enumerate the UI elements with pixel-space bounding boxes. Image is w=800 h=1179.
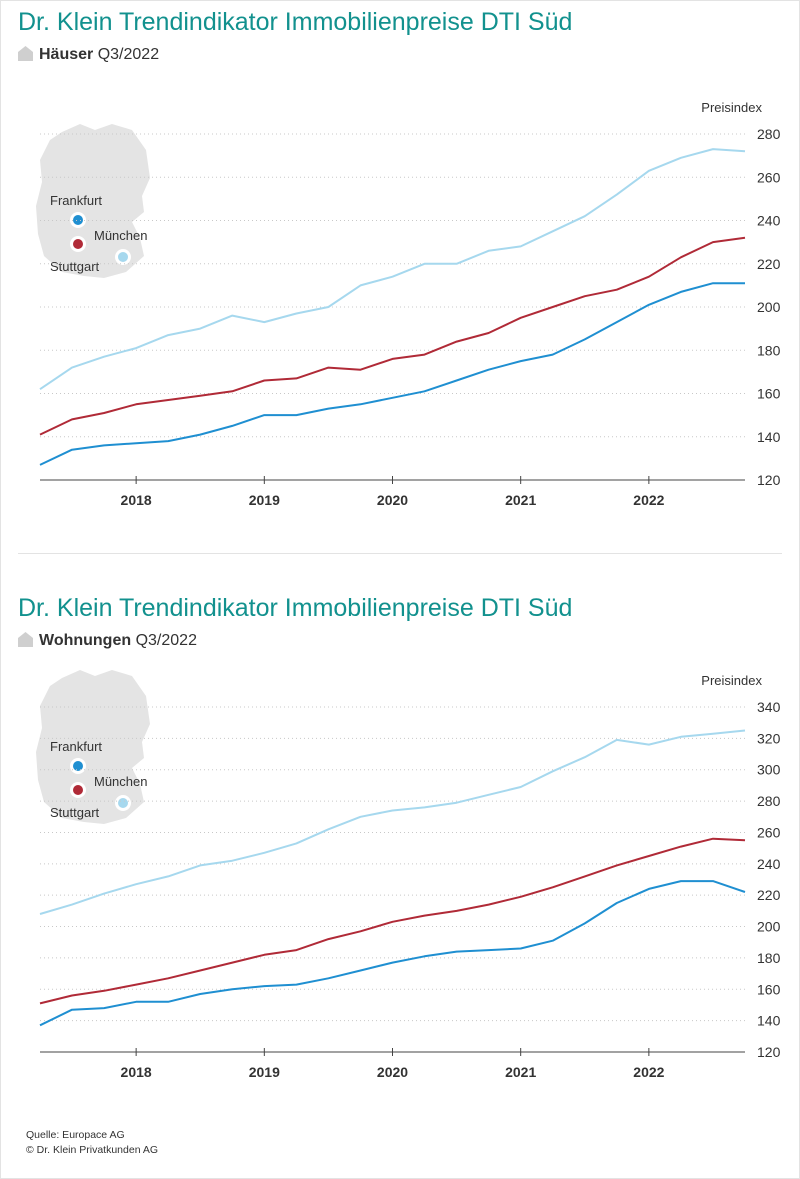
subtitle-category: Wohnungen xyxy=(39,632,132,649)
y-tick-label: 180 xyxy=(757,342,781,358)
subtitle-category: Häuser xyxy=(39,46,94,63)
x-tick-label: 2020 xyxy=(377,1064,408,1080)
y-tick-label: 220 xyxy=(757,887,781,903)
series-line-muenchen xyxy=(39,148,746,391)
frankfurt-marker xyxy=(73,761,83,771)
series-line-stuttgart xyxy=(39,837,746,1005)
x-tick-label: 2021 xyxy=(505,1064,536,1080)
chart-subtitle: Wohnungen Q3/2022 xyxy=(18,632,197,650)
subtitle-period: Q3/2022 xyxy=(135,632,197,649)
chart-subtitle: Häuser Q3/2022 xyxy=(18,46,159,64)
y-tick-label: 220 xyxy=(757,256,781,272)
stuttgart-marker xyxy=(73,239,83,249)
source-line: Quelle: Europace AG xyxy=(26,1129,125,1141)
y-axis-label: Preisindex xyxy=(701,673,762,688)
series-line-frankfurt xyxy=(39,880,746,1027)
y-tick-label: 300 xyxy=(757,762,781,778)
frankfurt-marker xyxy=(73,215,83,225)
chart-panel-wohnungen: Dr. Klein Trendindikator Immobilienpreis… xyxy=(0,586,800,1146)
muenchen-marker xyxy=(118,798,128,808)
chart-panel-haeuser: Dr. Klein Trendindikator Immobilienpreis… xyxy=(0,0,800,560)
y-tick-label: 240 xyxy=(757,856,781,872)
muenchen-marker xyxy=(118,252,128,262)
y-tick-label: 120 xyxy=(757,472,781,488)
line-chart-haeuser: Frankfurt München Stuttgart 120 140 160 180 200… xyxy=(36,100,781,508)
line-chart-wohnungen: Frankfurt München Stuttgart 120 140 160 180 200… xyxy=(36,670,781,1080)
y-tick-label: 160 xyxy=(757,386,781,402)
y-tick-label: 320 xyxy=(757,730,781,746)
y-axis-label: Preisindex xyxy=(701,100,762,115)
x-tick-label: 2022 xyxy=(633,1064,664,1080)
section-divider xyxy=(18,553,782,554)
y-tick-label: 140 xyxy=(757,429,781,445)
germany-map: Frankfurt München Stuttgart xyxy=(36,124,150,278)
x-tick-label: 2018 xyxy=(121,492,152,508)
frankfurt-label: Frankfurt xyxy=(50,193,102,208)
y-tick-label: 240 xyxy=(757,213,781,229)
x-tick-label: 2019 xyxy=(249,1064,280,1080)
muenchen-label: München xyxy=(94,774,147,789)
y-tick-label: 160 xyxy=(757,981,781,997)
y-tick-label: 280 xyxy=(757,126,781,142)
y-tick-label: 200 xyxy=(757,919,781,935)
y-tick-label: 260 xyxy=(757,169,781,185)
copyright-line: © Dr. Klein Privatkunden AG xyxy=(26,1144,159,1156)
x-tick-label: 2020 xyxy=(377,492,408,508)
x-tick-label: 2019 xyxy=(249,492,280,508)
source-note: Quelle: Europace AG © Dr. Klein Privatku… xyxy=(26,1128,158,1158)
frankfurt-label: Frankfurt xyxy=(50,739,102,754)
house-icon xyxy=(18,46,33,61)
x-tick-label: 2018 xyxy=(121,1064,152,1080)
subtitle-period: Q3/2022 xyxy=(97,46,160,63)
x-tick-label: 2021 xyxy=(505,492,536,508)
stuttgart-label: Stuttgart xyxy=(50,259,100,274)
germany-map: Frankfurt München Stuttgart xyxy=(36,670,150,824)
germany-map-shape xyxy=(36,124,150,278)
y-tick-label: 200 xyxy=(757,299,781,315)
x-tick-label: 2022 xyxy=(633,492,664,508)
series-line-stuttgart xyxy=(39,236,746,436)
house-icon xyxy=(18,632,33,647)
y-tick-label: 260 xyxy=(757,824,781,840)
y-tick-label: 280 xyxy=(757,793,781,809)
y-tick-label: 180 xyxy=(757,950,781,966)
y-tick-label: 140 xyxy=(757,1013,781,1029)
chart-title: Dr. Klein Trendindikator Immobilienpreis… xyxy=(18,594,573,622)
stuttgart-marker xyxy=(73,785,83,795)
stuttgart-label: Stuttgart xyxy=(50,805,100,820)
series-line-frankfurt xyxy=(39,282,745,466)
y-tick-label: 340 xyxy=(757,699,781,715)
y-tick-label: 120 xyxy=(757,1044,781,1060)
series-line-muenchen xyxy=(39,729,746,915)
germany-map-shape xyxy=(36,670,150,824)
chart-title: Dr. Klein Trendindikator Immobilienpreis… xyxy=(18,8,573,36)
muenchen-label: München xyxy=(94,228,147,243)
